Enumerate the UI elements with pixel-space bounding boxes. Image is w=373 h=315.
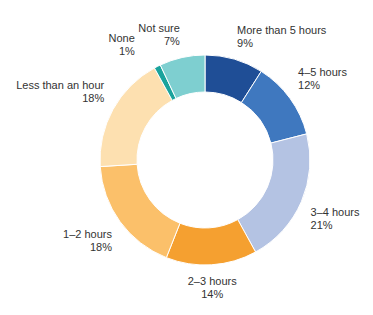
slice-label: 2–3 hours14% [188,275,237,300]
category-label: Not sure [138,22,180,34]
slice [238,134,310,252]
value-label: 1% [119,45,135,57]
slice-label: Less than an hour18% [16,79,104,104]
slice-label: 1–2 hours18% [63,228,112,253]
category-label: 1–2 hours [63,228,112,240]
slice [100,68,172,167]
category-label: 2–3 hours [188,275,237,287]
category-label: 4–5 hours [298,66,347,78]
chart-container: More than 5 hours9% 4–5 hours12% 3–4 hours… [0,0,373,315]
value-label: 18% [82,92,104,104]
value-label: 18% [90,241,112,253]
slice-label: More than 5 hours9% [237,24,327,49]
value-label: 7% [164,35,180,47]
slice-label: 3–4 hours21% [311,206,360,231]
slice [241,71,306,143]
slice [100,164,180,257]
category-label: More than 5 hours [237,24,327,36]
slice [166,220,255,265]
slice-label: None1% [108,32,135,57]
labels: More than 5 hours9% 4–5 hours12% 3–4 hours… [16,22,360,300]
value-label: 14% [201,288,223,300]
slices [100,55,310,265]
donut-chart: More than 5 hours9% 4–5 hours12% 3–4 hours… [0,0,373,315]
category-label: Less than an hour [16,79,104,91]
category-label: None [108,32,134,44]
slice [160,55,205,98]
value-label: 9% [237,37,253,49]
slice-label: Not sure7% [138,22,180,47]
slice-label: 4–5 hours12% [298,66,347,91]
category-label: 3–4 hours [311,206,360,218]
value-label: 21% [311,219,333,231]
value-label: 12% [298,79,320,91]
